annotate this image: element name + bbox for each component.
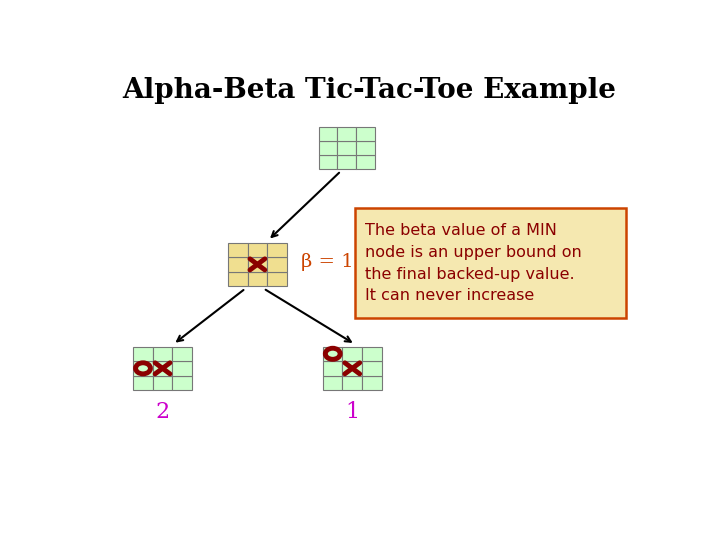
Bar: [356, 155, 374, 168]
Bar: [319, 127, 338, 141]
Bar: [133, 347, 153, 361]
Text: 2: 2: [156, 401, 170, 423]
Text: 1: 1: [345, 401, 359, 423]
Bar: [338, 141, 356, 155]
Bar: [267, 257, 287, 272]
Bar: [356, 127, 374, 141]
Text: The beta value of a MIN
node is an upper bound on
the final backed-up value.
It : The beta value of a MIN node is an upper…: [365, 224, 582, 303]
Bar: [267, 242, 287, 257]
Bar: [362, 376, 382, 390]
Bar: [228, 272, 248, 286]
Bar: [267, 272, 287, 286]
Bar: [319, 155, 338, 168]
Bar: [319, 141, 338, 155]
Bar: [343, 347, 362, 361]
Bar: [172, 376, 192, 390]
Bar: [323, 376, 343, 390]
Bar: [248, 272, 267, 286]
Bar: [323, 347, 343, 361]
Bar: [153, 361, 172, 376]
Bar: [338, 155, 356, 168]
Bar: [172, 361, 192, 376]
Bar: [248, 242, 267, 257]
Bar: [362, 361, 382, 376]
Bar: [323, 361, 343, 376]
Bar: [133, 376, 153, 390]
Bar: [343, 376, 362, 390]
Bar: [338, 127, 356, 141]
Bar: [172, 347, 192, 361]
Bar: [153, 376, 172, 390]
Bar: [356, 141, 374, 155]
Bar: [362, 347, 382, 361]
Bar: [133, 361, 153, 376]
Bar: [355, 208, 626, 319]
Bar: [228, 257, 248, 272]
Bar: [343, 361, 362, 376]
Bar: [248, 257, 267, 272]
Bar: [228, 242, 248, 257]
Text: β = 1: β = 1: [301, 253, 354, 271]
Text: Alpha-Beta Tic-Tac-Toe Example: Alpha-Beta Tic-Tac-Toe Example: [122, 77, 616, 104]
Bar: [153, 347, 172, 361]
